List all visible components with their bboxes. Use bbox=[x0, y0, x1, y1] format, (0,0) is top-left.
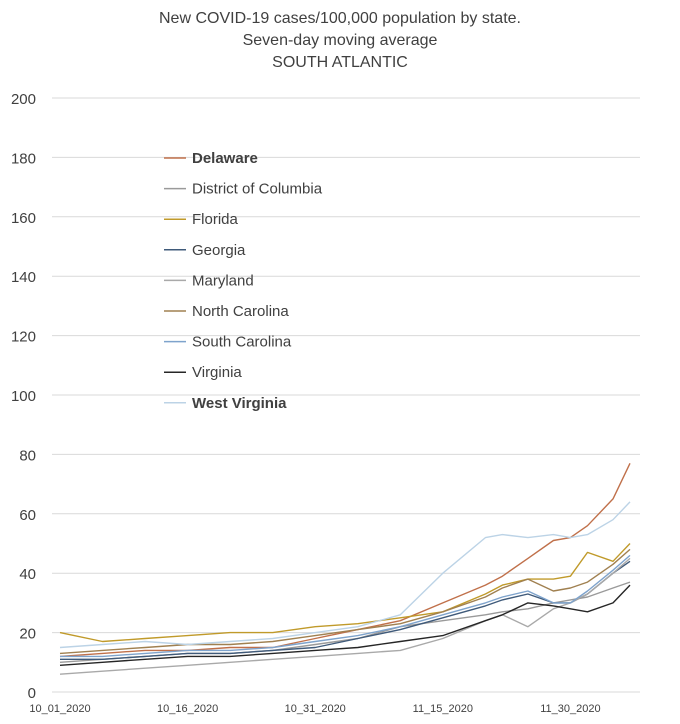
y-axis-ticks: 0 20 40 60 80 100 120 140 160 180 200 bbox=[11, 91, 36, 702]
legend-label: Delaware bbox=[192, 150, 258, 167]
y-tick-label: 80 bbox=[19, 447, 36, 464]
y-tick-label: 60 bbox=[19, 507, 36, 524]
y-tick-label: 100 bbox=[11, 388, 36, 405]
x-tick-label: 11_30_2020 bbox=[540, 703, 600, 715]
x-tick-label: 11_15_2020 bbox=[413, 703, 473, 715]
x-tick-label: 10_01_2020 bbox=[29, 703, 90, 715]
x-tick-label: 10_31_2020 bbox=[285, 703, 346, 715]
y-tick-label: 40 bbox=[19, 566, 36, 583]
legend-label: Florida bbox=[192, 211, 239, 228]
legend-label: South Carolina bbox=[192, 334, 292, 351]
series-line-west-virginia bbox=[59, 501, 631, 649]
x-axis-ticks: 10_01_2020 10_16_2020 10_31_2020 11_15_2020… bbox=[29, 703, 600, 715]
legend-label: District of Columbia bbox=[192, 181, 323, 198]
series-line-virginia bbox=[59, 584, 631, 666]
y-tick-label: 120 bbox=[11, 329, 36, 346]
legend-label: Virginia bbox=[192, 364, 242, 381]
y-tick-label: 160 bbox=[11, 210, 36, 227]
chart-subtitle: Seven-day moving average bbox=[242, 32, 438, 49]
legend-label: Maryland bbox=[192, 272, 254, 289]
chart-region: SOUTH ATLANTIC bbox=[272, 54, 408, 71]
chart-title-block: New COVID-19 cases/100,000 population by… bbox=[0, 8, 680, 74]
legend-label: North Carolina bbox=[192, 303, 289, 320]
legend: Delaware District of Columbia Florida Georg… bbox=[164, 150, 323, 412]
y-tick-label: 20 bbox=[19, 626, 36, 643]
series-lines bbox=[59, 462, 631, 675]
y-tick-label: 140 bbox=[11, 269, 36, 286]
y-tick-label: 180 bbox=[11, 150, 36, 167]
x-tick-label: 10_16_2020 bbox=[157, 703, 218, 715]
legend-label: West Virginia bbox=[192, 395, 287, 412]
series-line-florida bbox=[59, 543, 631, 643]
gridlines bbox=[52, 97, 640, 693]
series-line-georgia bbox=[60, 560, 631, 660]
series-line-north-carolina bbox=[59, 548, 631, 655]
chart-title: New COVID-19 cases/100,000 population by… bbox=[159, 10, 521, 27]
legend-label: Georgia bbox=[192, 242, 246, 259]
y-tick-label: 200 bbox=[11, 91, 36, 108]
series-line-south-carolina bbox=[60, 554, 631, 658]
y-tick-label: 0 bbox=[28, 685, 36, 702]
series-line-delaware bbox=[59, 462, 631, 658]
